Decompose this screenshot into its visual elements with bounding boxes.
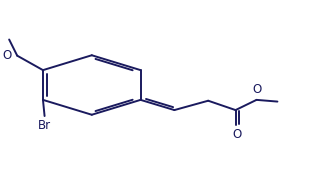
Text: O: O xyxy=(232,128,241,141)
Text: O: O xyxy=(252,83,262,96)
Text: O: O xyxy=(3,49,12,62)
Text: Br: Br xyxy=(38,119,51,132)
